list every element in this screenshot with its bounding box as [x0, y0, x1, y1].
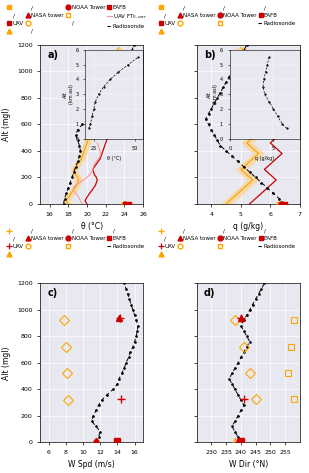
Legend: , /, UAV, , /, NASA tower, , /, NOAA Tower, , /, EAFB, Radiosonde: , /, UAV, , /, NASA tower, , /, NOAA Tow…: [157, 4, 297, 35]
Legend: , /, UAV, , /, NASA tower, , /, NOAA Tower, , /, EAFB, Radiosonde: , /, UAV, , /, NASA tower, , /, NOAA Tow…: [6, 228, 146, 258]
Text: d): d): [204, 288, 215, 298]
Legend: , /, UAV, , /, NASA tower, , /, NOAA Tower, , /, EAFB, Radiosonde: , /, UAV, , /, NASA tower, , /, NOAA Tow…: [157, 228, 297, 258]
Text: b): b): [204, 50, 216, 60]
Text: a): a): [47, 50, 58, 60]
X-axis label: q (g/kg): q (g/kg): [233, 222, 263, 231]
X-axis label: W Dir (°N): W Dir (°N): [229, 460, 268, 469]
X-axis label: θ (°C): θ (°C): [81, 222, 103, 231]
Legend: , /, UAV, , /, NASA tower, , /, NOAA Tower, , /, EAFB, UAV FT$_{0,corr}$, Radios: , /, UAV, , /, NASA tower, , /, NOAA Tow…: [6, 4, 148, 35]
X-axis label: W Spd (m/s): W Spd (m/s): [68, 460, 115, 469]
Y-axis label: Alt (mgl): Alt (mgl): [2, 346, 11, 379]
Text: c): c): [47, 288, 58, 298]
Y-axis label: Alt (mgl): Alt (mgl): [2, 108, 11, 141]
